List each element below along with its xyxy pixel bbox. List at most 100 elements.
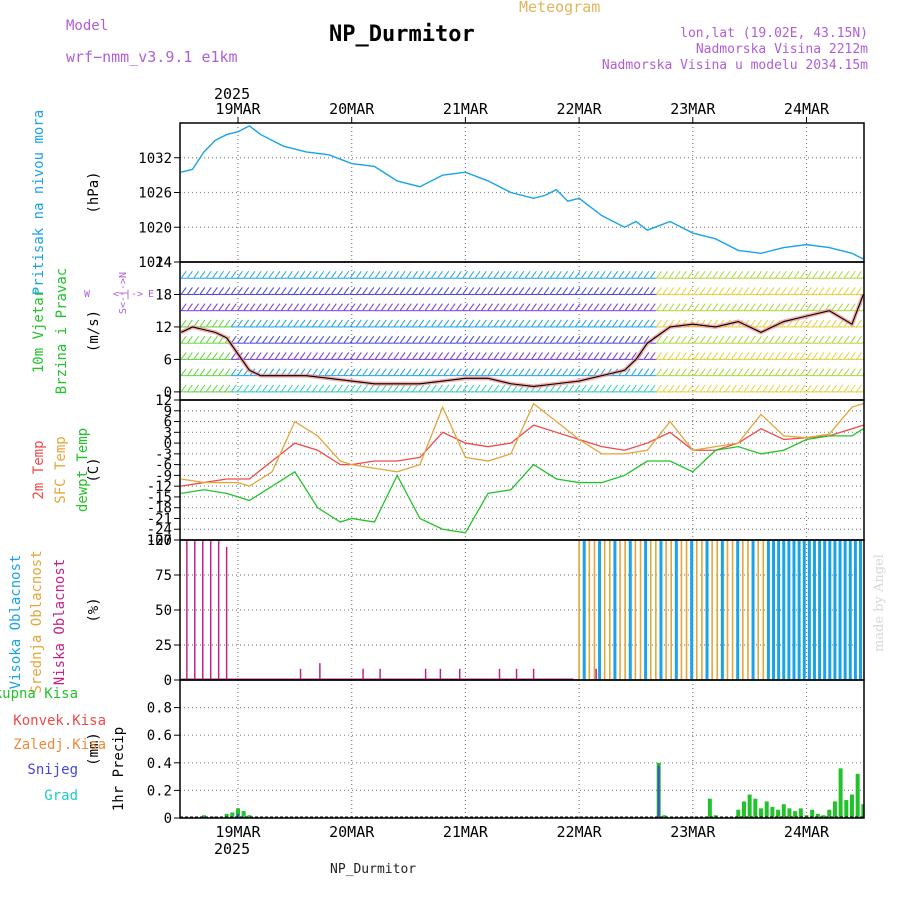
wind-barb [474, 303, 481, 311]
wind-barb [768, 319, 775, 328]
wind-barb [355, 287, 362, 295]
wind-barb [768, 384, 775, 393]
wind-barb [574, 352, 581, 360]
wind-barb [330, 368, 337, 376]
precip-bar [832, 801, 837, 818]
x-tick-label-bottom: 23MAR [670, 823, 716, 841]
wind-barb [693, 368, 700, 376]
wind-barb [762, 303, 769, 311]
wind-barb [731, 335, 737, 344]
wind-barb [430, 319, 437, 328]
precip-bar [838, 768, 843, 818]
pressure-axis-label: Pritisak na nivou mora [31, 110, 47, 295]
wind-barb [180, 319, 187, 328]
y-tick-label: -3 [155, 447, 172, 463]
wind-barb [724, 287, 731, 295]
wind-barb [299, 287, 306, 295]
wind-barb [443, 368, 450, 376]
wind-barb [368, 319, 375, 328]
wind-barb [387, 270, 393, 279]
wind-barb [693, 270, 700, 279]
wind-barb [806, 335, 812, 344]
wind-barb [756, 303, 762, 311]
wind-barb [418, 368, 425, 376]
wind-barb [437, 335, 443, 344]
wind-barb [430, 335, 437, 344]
wind-barb [637, 287, 644, 295]
wind-barb [293, 270, 300, 279]
wind-barb [724, 384, 731, 393]
wind-barb [768, 270, 775, 279]
wind-barb [186, 287, 193, 295]
wind-barb [180, 335, 187, 344]
wind-barb [574, 303, 581, 311]
wind-barb [718, 270, 725, 279]
wind-barb [837, 303, 844, 311]
wind-barb [468, 319, 475, 328]
wind-barb [674, 303, 681, 311]
precip-bar [787, 808, 792, 818]
precip-bar [657, 765, 660, 818]
wind-barb [812, 368, 819, 376]
precip-bar [736, 809, 741, 818]
wind-barb [512, 335, 518, 344]
wind-barb [656, 368, 662, 376]
y-tick-label: 1026 [138, 186, 172, 202]
wind-barb [218, 384, 225, 393]
wind-barb [818, 352, 825, 360]
wind-barb [474, 368, 481, 376]
wind-barb [774, 270, 781, 279]
wind-barb [699, 368, 706, 376]
wind-barb [674, 368, 681, 376]
wind-barb [387, 303, 393, 311]
wind-barb [318, 262, 320, 263]
wind-barb [756, 319, 762, 328]
wind-barb [237, 287, 243, 295]
y-tick-label: 0 [164, 436, 172, 452]
wind-barb [224, 287, 231, 295]
wind-barb [743, 352, 750, 360]
wind-barb [512, 262, 514, 263]
wind-barb [549, 368, 556, 376]
wind-barb [186, 303, 193, 311]
unit-label: (C) [86, 457, 102, 482]
wind-barb [706, 270, 712, 279]
wind-barb [230, 287, 237, 295]
wind-barb [625, 262, 626, 263]
wind-barb [324, 287, 331, 295]
panel-frame [179, 679, 865, 819]
wind-barb [781, 270, 787, 279]
wind-barb [462, 303, 468, 311]
wind-barb [362, 319, 368, 328]
x-tick-label-bottom: 22MAR [557, 823, 603, 841]
wind-barb [368, 287, 375, 295]
wind-barb [693, 335, 700, 344]
wind-barb [212, 270, 218, 279]
wind-barb [474, 287, 481, 295]
wind-barb [368, 368, 375, 376]
wind-barb [299, 262, 301, 263]
wind-barb [837, 270, 844, 279]
wind-barb [280, 270, 287, 279]
wind-barb [793, 270, 800, 279]
wind-barb [824, 384, 831, 393]
x-tick-label-bottom: 20MAR [329, 823, 375, 841]
wind-barb [368, 352, 375, 360]
wind-barb [324, 270, 331, 279]
wind-barb [737, 352, 744, 360]
wind-barb [399, 335, 406, 344]
wind-barb [499, 335, 506, 344]
wind-barb [430, 287, 437, 295]
wind-barb [718, 303, 725, 311]
wind-barb [530, 319, 537, 328]
precip-bar [861, 804, 864, 818]
unit-label: (mm) [86, 732, 102, 766]
wind-barb [637, 368, 644, 376]
footer-station: NP_Durmitor [330, 862, 417, 877]
wind-barb [693, 352, 700, 360]
wind-barb [343, 287, 350, 295]
wind-barb [193, 287, 200, 295]
precip-bar [764, 801, 769, 818]
wind-barb [718, 368, 725, 376]
wind-barb [230, 303, 237, 311]
